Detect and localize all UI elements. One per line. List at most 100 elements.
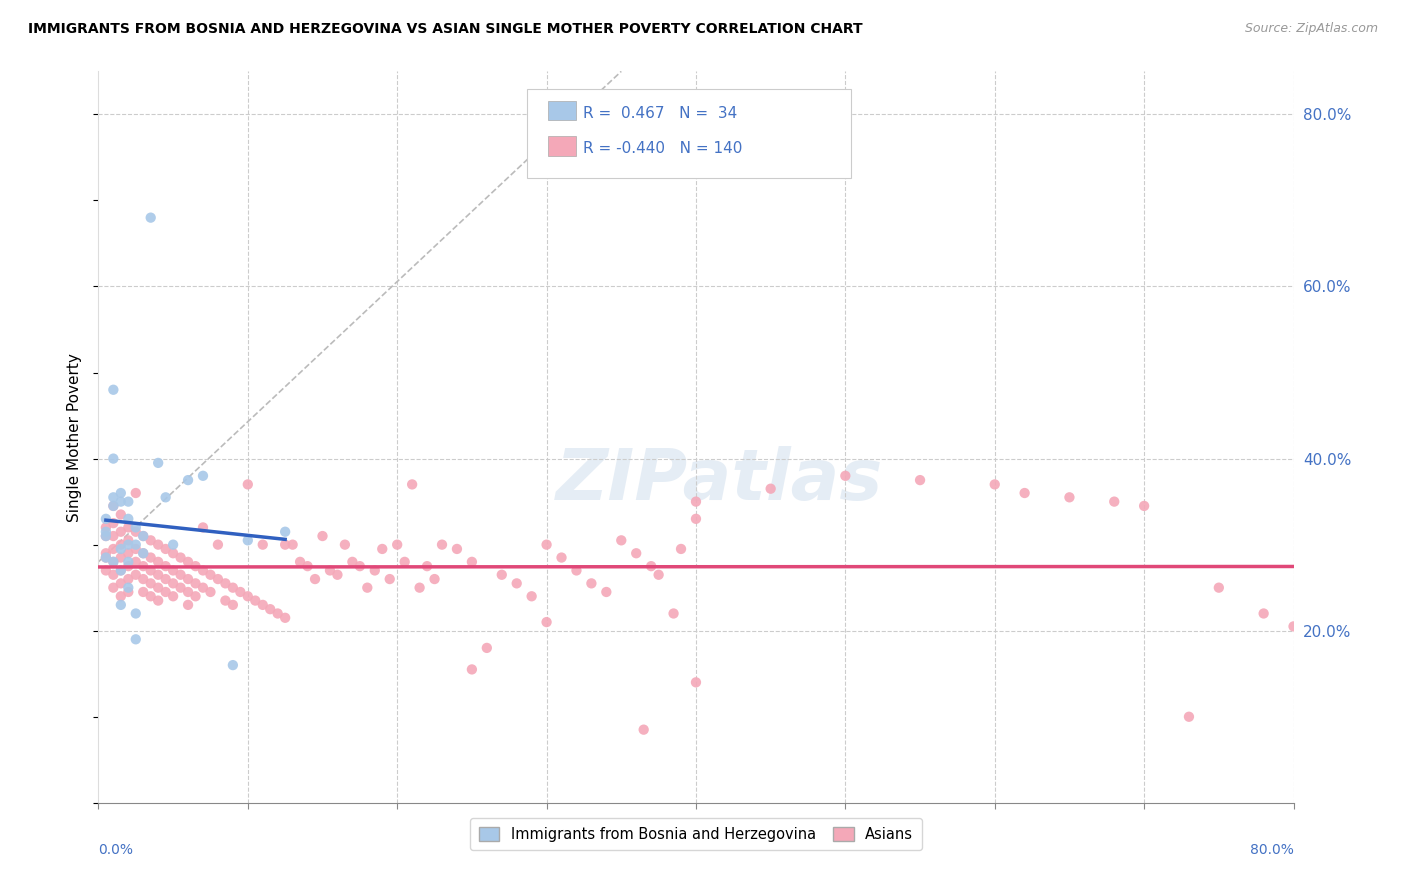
Point xyxy=(626,546,648,560)
Point xyxy=(288,555,311,569)
Point xyxy=(177,572,200,586)
Point xyxy=(685,512,707,526)
Point xyxy=(214,593,236,607)
Point xyxy=(169,581,191,595)
Point xyxy=(148,593,170,607)
Point xyxy=(125,486,148,500)
Point xyxy=(94,546,117,560)
Point xyxy=(267,607,290,621)
Point xyxy=(117,546,139,560)
Point xyxy=(132,546,155,560)
Point xyxy=(222,598,245,612)
Point xyxy=(110,524,132,539)
Point xyxy=(581,576,603,591)
Point xyxy=(640,559,662,574)
Point xyxy=(252,598,274,612)
Point xyxy=(155,559,177,574)
Point xyxy=(177,473,200,487)
Point xyxy=(125,567,148,582)
Point xyxy=(110,538,132,552)
Point xyxy=(759,482,782,496)
Point xyxy=(349,559,371,574)
Point xyxy=(103,555,125,569)
Point xyxy=(1133,499,1156,513)
Point xyxy=(132,585,155,599)
Point xyxy=(191,581,214,595)
Text: ZIPatlas: ZIPatlas xyxy=(557,447,883,516)
Point xyxy=(117,585,139,599)
Point xyxy=(139,589,162,603)
Point xyxy=(148,567,170,582)
Point xyxy=(94,564,117,578)
Y-axis label: Single Mother Poverty: Single Mother Poverty xyxy=(67,352,83,522)
Point xyxy=(162,538,184,552)
Point xyxy=(908,473,931,487)
Point xyxy=(685,675,707,690)
Point xyxy=(1014,486,1036,500)
Point xyxy=(191,520,214,534)
Point xyxy=(416,559,439,574)
Point xyxy=(259,602,281,616)
Point xyxy=(252,538,274,552)
Point xyxy=(125,520,148,534)
Point xyxy=(132,572,155,586)
Point xyxy=(162,546,184,560)
Point xyxy=(94,529,117,543)
Point xyxy=(297,559,319,574)
Point xyxy=(148,538,170,552)
Point xyxy=(177,585,200,599)
Point xyxy=(103,451,125,466)
Point xyxy=(132,559,155,574)
Point xyxy=(662,607,685,621)
Point xyxy=(103,499,125,513)
Point xyxy=(520,589,543,603)
Text: 0.0%: 0.0% xyxy=(98,843,134,857)
Point xyxy=(229,585,252,599)
Point xyxy=(1059,491,1081,505)
Point xyxy=(155,585,177,599)
Point xyxy=(685,494,707,508)
Point xyxy=(132,529,155,543)
Point xyxy=(103,529,125,543)
Point xyxy=(236,589,259,603)
Point xyxy=(408,581,430,595)
Point xyxy=(94,550,117,565)
Point xyxy=(1282,619,1305,633)
Point xyxy=(162,576,184,591)
Point xyxy=(125,524,148,539)
Point xyxy=(647,567,669,582)
Text: IMMIGRANTS FROM BOSNIA AND HERZEGOVINA VS ASIAN SINGLE MOTHER POVERTY CORRELATIO: IMMIGRANTS FROM BOSNIA AND HERZEGOVINA V… xyxy=(28,22,863,37)
Point xyxy=(125,541,148,556)
Point xyxy=(506,576,529,591)
Text: R = -0.440   N = 140: R = -0.440 N = 140 xyxy=(583,141,742,156)
Point xyxy=(125,632,148,647)
Point xyxy=(536,538,558,552)
Point xyxy=(633,723,655,737)
Point xyxy=(222,658,245,673)
Point xyxy=(155,541,177,556)
Point xyxy=(132,529,155,543)
Legend: Immigrants from Bosnia and Herzegovina, Asians: Immigrants from Bosnia and Herzegovina, … xyxy=(470,818,922,850)
Point xyxy=(110,564,132,578)
Point xyxy=(125,555,148,569)
Point xyxy=(110,541,132,556)
Point xyxy=(117,494,139,508)
Point xyxy=(1208,581,1230,595)
Point xyxy=(184,559,207,574)
Point xyxy=(1104,494,1126,508)
Point xyxy=(139,550,162,565)
Point xyxy=(103,491,125,505)
Point xyxy=(117,512,139,526)
Point xyxy=(371,541,394,556)
Point xyxy=(214,576,236,591)
Point xyxy=(148,581,170,595)
Point xyxy=(94,512,117,526)
Point xyxy=(117,581,139,595)
Text: Source: ZipAtlas.com: Source: ZipAtlas.com xyxy=(1244,22,1378,36)
Point xyxy=(139,564,162,578)
Point xyxy=(110,598,132,612)
Point xyxy=(669,541,692,556)
Point xyxy=(461,555,484,569)
Point xyxy=(491,567,513,582)
Point xyxy=(423,572,446,586)
